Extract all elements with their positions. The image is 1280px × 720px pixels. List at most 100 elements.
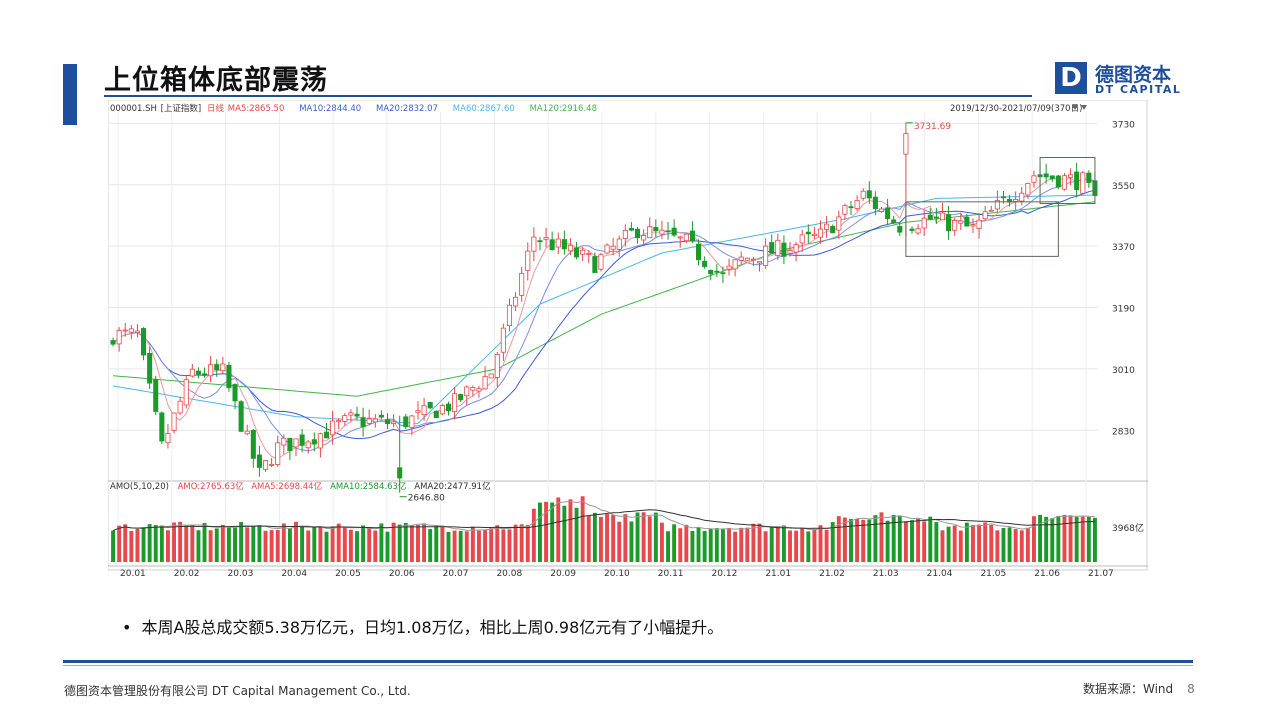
volume-bar	[391, 522, 396, 562]
volume-bar	[226, 527, 231, 562]
candle-body	[726, 265, 732, 270]
volume-bar	[178, 521, 183, 562]
candle-body	[1061, 175, 1067, 190]
volume-bar	[659, 522, 664, 562]
volume-bar	[196, 530, 201, 562]
volume-bar	[428, 529, 433, 562]
candle-body	[885, 207, 891, 219]
candle-body	[342, 415, 348, 422]
candle-body	[592, 256, 598, 273]
x-tick-label: 20.06	[389, 569, 415, 579]
volume-bar	[696, 527, 701, 562]
volume-bar	[233, 527, 237, 562]
volume-bar	[641, 512, 646, 562]
volume-bar	[324, 531, 329, 562]
candle-body	[397, 467, 403, 479]
volume-bar	[964, 522, 969, 562]
candle-body	[561, 239, 567, 250]
candle-body	[897, 226, 903, 233]
volume-bar	[159, 525, 164, 562]
volume-bar	[647, 516, 652, 562]
volume-bar	[385, 531, 390, 562]
volume-bar	[1092, 517, 1097, 562]
candle-body	[177, 400, 183, 414]
candle-body	[958, 220, 964, 224]
volume-bar	[147, 524, 152, 562]
volume-bar	[879, 512, 884, 562]
volume-bar	[251, 526, 256, 562]
candle-body	[878, 208, 885, 212]
candle-body	[439, 405, 445, 415]
volume-bar	[257, 525, 262, 562]
volume-bar	[714, 528, 719, 562]
candle-body	[244, 430, 250, 435]
x-tick-label: 21.04	[927, 569, 953, 579]
volume-header-item: AMO:2765.63亿	[178, 481, 244, 492]
volume-bar	[117, 525, 122, 562]
volume-bar	[678, 528, 683, 562]
volume-bar	[812, 529, 817, 562]
volume-bar	[184, 525, 189, 562]
volume-bar	[123, 524, 128, 562]
candle-body	[452, 393, 458, 412]
dt-capital-logo: D 德图资本 DT CAPITAL	[1055, 60, 1195, 100]
volume-bar	[336, 523, 341, 562]
candle-body	[854, 200, 860, 209]
volume-bar	[294, 521, 298, 562]
volume-bar	[1074, 516, 1079, 562]
candle-body	[842, 205, 848, 215]
data-source: 数据来源：Wind	[1083, 682, 1174, 696]
y-tick-label: 3370	[1112, 243, 1135, 253]
volume-bar	[275, 529, 280, 562]
volume-bar	[202, 522, 207, 562]
chart-header-item: [上证指数]	[161, 103, 202, 114]
candle-body	[891, 219, 897, 224]
volume-bar	[519, 524, 524, 562]
x-tick-label: 20.10	[604, 569, 630, 579]
candle-body	[336, 420, 342, 423]
y-tick-label: 3730	[1112, 120, 1135, 130]
candle-body	[165, 433, 171, 444]
volume-bar	[544, 501, 549, 562]
x-tick-label: 21.05	[980, 569, 1006, 579]
candle-body	[116, 330, 122, 345]
x-tick-label: 20.05	[335, 569, 361, 579]
candle-body	[147, 353, 153, 384]
candle-body	[189, 368, 195, 377]
chart-header-item: MA10:2844.40	[299, 104, 361, 114]
candle-body	[628, 227, 634, 231]
volume-bar	[550, 502, 555, 562]
summary-bullet: • 本周A股总成交额5.38万亿元，日均1.08万亿，相比上周0.98亿元有了小幅…	[122, 614, 723, 638]
candle-body	[519, 273, 525, 296]
x-tick-label: 20.02	[174, 569, 200, 579]
candle-body	[817, 228, 824, 238]
candle-body	[464, 386, 470, 397]
logo-english-name: DT CAPITAL	[1095, 83, 1182, 96]
ma120-line	[112, 201, 1096, 397]
candle-body	[994, 200, 1000, 210]
chart-grid	[108, 100, 1148, 571]
candle-body	[702, 260, 708, 267]
candle-body	[653, 227, 659, 232]
volume-bar	[934, 522, 939, 562]
volume-bar	[1013, 529, 1018, 562]
candle-body	[799, 234, 805, 244]
x-tick-label: 20.11	[658, 569, 684, 579]
candle-body	[311, 439, 317, 445]
x-tick-label: 20.12	[712, 569, 738, 579]
volume-bar	[452, 530, 457, 562]
candle-body	[366, 418, 372, 424]
volume-bar	[470, 526, 475, 562]
footer-company: 德图资本管理股份有限公司 DT Capital Management Co., …	[64, 684, 411, 698]
chart-header-item: MA20:2832.07	[376, 104, 438, 114]
candles-group	[110, 122, 1098, 493]
candle-body	[927, 214, 933, 220]
candle-body	[1043, 173, 1049, 178]
candle-body	[110, 340, 116, 345]
volume-bar	[830, 522, 835, 562]
candle-body	[1080, 172, 1086, 194]
candle-body	[1074, 171, 1080, 191]
ma60-line	[112, 194, 1096, 424]
volume-bar	[495, 525, 500, 562]
candle-body	[574, 247, 580, 258]
